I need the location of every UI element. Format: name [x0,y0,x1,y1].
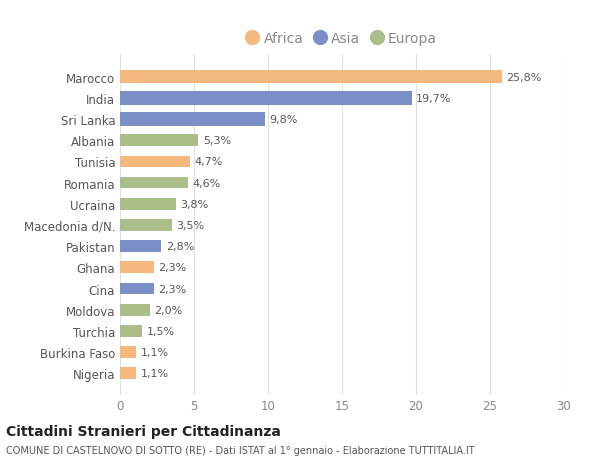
Bar [120,262,154,274]
Text: Cittadini Stranieri per Cittadinanza: Cittadini Stranieri per Cittadinanza [6,425,281,438]
Bar [120,241,161,252]
Bar [120,156,190,168]
Text: 3,5%: 3,5% [176,220,205,230]
Bar [120,198,176,210]
Text: 2,8%: 2,8% [166,241,194,252]
Text: 1,1%: 1,1% [141,369,169,379]
Bar [120,71,502,84]
Bar [120,219,172,231]
Text: COMUNE DI CASTELNOVO DI SOTTO (RE) - Dati ISTAT al 1° gennaio - Elaborazione TUT: COMUNE DI CASTELNOVO DI SOTTO (RE) - Dat… [6,445,475,455]
Text: 2,0%: 2,0% [154,305,182,315]
Text: 19,7%: 19,7% [416,94,451,104]
Bar [120,325,142,337]
Text: 4,6%: 4,6% [193,178,221,188]
Text: 1,1%: 1,1% [141,347,169,357]
Bar [120,347,136,358]
Text: 2,3%: 2,3% [158,263,187,273]
Bar [120,283,154,295]
Text: 25,8%: 25,8% [506,73,542,82]
Bar [120,368,136,379]
Text: 4,7%: 4,7% [194,157,223,167]
Bar [120,92,412,106]
Text: 5,3%: 5,3% [203,136,231,146]
Bar [120,113,265,127]
Text: 9,8%: 9,8% [269,115,298,125]
Text: 2,3%: 2,3% [158,284,187,294]
Text: 3,8%: 3,8% [181,199,209,209]
Bar [120,135,199,147]
Bar [120,177,188,189]
Text: 1,5%: 1,5% [146,326,175,336]
Bar [120,304,149,316]
Legend: Africa, Asia, Europa: Africa, Asia, Europa [243,28,441,50]
